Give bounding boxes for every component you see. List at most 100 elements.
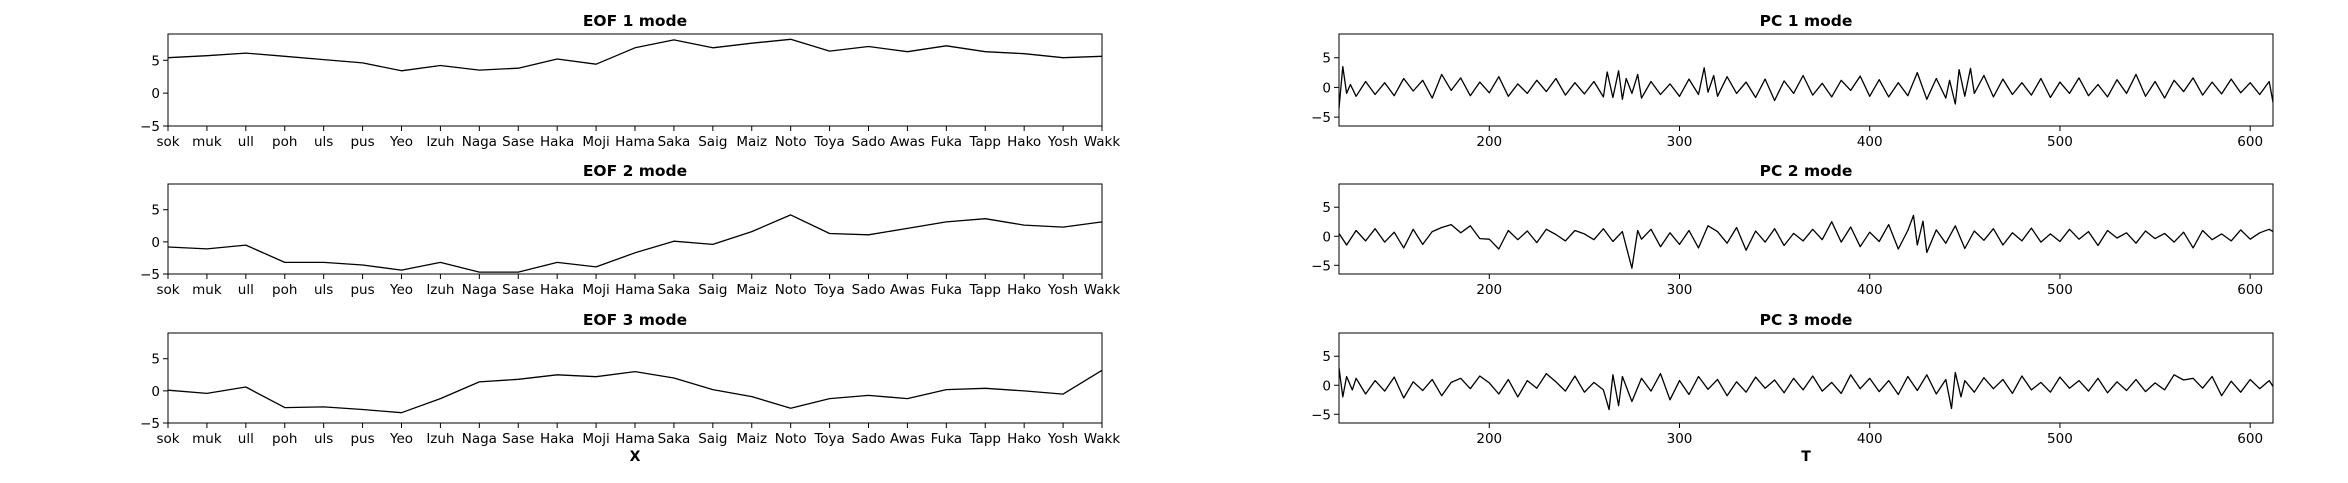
x-axis-label: T xyxy=(1801,449,1811,465)
series-line xyxy=(1338,65,2274,109)
x-tick-label: 300 xyxy=(1667,134,1693,150)
x-tick-label: Izuh xyxy=(426,431,454,447)
x-tick-label: 400 xyxy=(1857,282,1883,298)
x-tick-label: Moji xyxy=(582,431,609,447)
x-tick-label: Saig xyxy=(698,282,727,298)
x-tick-label: Tapp xyxy=(969,431,1001,447)
x-tick-label: 400 xyxy=(1857,431,1883,447)
axes-frame xyxy=(167,183,1103,275)
x-tick-label: sok xyxy=(156,134,179,150)
y-tick-label: 5 xyxy=(1322,51,1331,67)
x-tick-label: Haka xyxy=(540,282,574,298)
x-tick-label: Fuka xyxy=(931,431,962,447)
x-tick-label: muk xyxy=(192,282,222,298)
x-tick-label: 300 xyxy=(1667,282,1693,298)
x-tick-label: Wakk xyxy=(1084,282,1121,298)
x-tick-label: 600 xyxy=(2237,134,2263,150)
x-tick-label: Saig xyxy=(698,431,727,447)
y-tick-label: −5 xyxy=(140,119,160,135)
axes-frame xyxy=(167,33,1103,127)
x-tick-label: Sado xyxy=(852,134,886,150)
x-tick-label: Noto xyxy=(775,282,807,298)
x-tick-label: pus xyxy=(350,282,374,298)
x-tick-label: sok xyxy=(156,431,179,447)
x-tick-label: poh xyxy=(272,134,297,150)
y-tick-label: 5 xyxy=(151,203,160,219)
x-tick-label: Naga xyxy=(462,134,497,150)
x-tick-label: Toya xyxy=(813,282,844,298)
x-tick-label: Hako xyxy=(1007,134,1041,150)
y-tick-label: 5 xyxy=(151,53,160,69)
chart-title: EOF 3 mode xyxy=(583,311,687,329)
x-tick-label: Sado xyxy=(852,282,886,298)
y-tick-label: 5 xyxy=(151,352,160,368)
x-tick-label: Yosh xyxy=(1047,134,1078,150)
x-tick-label: Yeo xyxy=(389,431,413,447)
x-tick-label: ull xyxy=(238,282,254,298)
series-line xyxy=(1338,214,2274,269)
y-tick-label: 0 xyxy=(1322,378,1331,394)
x-tick-label: Awas xyxy=(890,431,925,447)
x-tick-label: poh xyxy=(272,431,297,447)
x-tick-label: sok xyxy=(156,282,179,298)
y-tick-label: 0 xyxy=(1322,80,1331,96)
chart-title: EOF 2 mode xyxy=(583,162,687,180)
y-tick-label: −5 xyxy=(140,267,160,283)
x-tick-label: Maiz xyxy=(736,282,767,298)
axes-frame xyxy=(167,332,1103,424)
y-tick-label: −5 xyxy=(140,416,160,432)
y-tick-label: −5 xyxy=(1311,110,1331,126)
x-tick-label: Izuh xyxy=(426,134,454,150)
chart-title: EOF 1 mode xyxy=(583,12,687,30)
chart-title: PC 2 mode xyxy=(1760,162,1853,180)
x-tick-label: Tapp xyxy=(969,134,1001,150)
x-tick-label: 200 xyxy=(1476,282,1502,298)
y-tick-label: 0 xyxy=(1322,229,1331,245)
y-tick-label: 5 xyxy=(1322,200,1331,216)
x-tick-label: Maiz xyxy=(736,431,767,447)
panel-6: PC 3 mode 5 0 −5 200 300 400 500 600 T xyxy=(1311,311,2274,465)
x-tick-label: Sase xyxy=(502,282,534,298)
panel-5: PC 2 mode 5 0 −5 200 300 400 500 600 xyxy=(1311,162,2274,298)
series-line xyxy=(167,214,1103,273)
x-tick-label: uls xyxy=(314,431,333,447)
x-tick-label: Hama xyxy=(615,282,655,298)
x-tick-label: muk xyxy=(192,134,222,150)
x-tick-label: Noto xyxy=(775,134,807,150)
x-axis-label: X xyxy=(630,449,641,465)
x-tick-label: Hako xyxy=(1007,282,1041,298)
x-tick-label: Naga xyxy=(462,282,497,298)
x-tick-label: Saka xyxy=(658,431,691,447)
x-tick-label: Sado xyxy=(852,431,886,447)
x-tick-label: 500 xyxy=(2047,134,2073,150)
x-tick-label: Toya xyxy=(813,134,844,150)
x-tick-label: 200 xyxy=(1476,431,1502,447)
axes-frame xyxy=(1338,33,2274,127)
x-tick-label: Hama xyxy=(615,134,655,150)
x-tick-label: Tapp xyxy=(969,282,1001,298)
x-tick-label: Wakk xyxy=(1084,431,1121,447)
x-tick-label: 300 xyxy=(1667,431,1693,447)
x-tick-label: Yosh xyxy=(1047,282,1078,298)
x-tick-label: Sase xyxy=(502,431,534,447)
x-tick-label: ull xyxy=(238,134,254,150)
x-tick-label: Saka xyxy=(658,134,691,150)
x-tick-label: Maiz xyxy=(736,134,767,150)
x-tick-label: pus xyxy=(350,431,374,447)
x-tick-label: ull xyxy=(238,431,254,447)
x-tick-label: Izuh xyxy=(426,282,454,298)
x-tick-label: Wakk xyxy=(1084,134,1121,150)
x-tick-label: 200 xyxy=(1476,134,1502,150)
x-tick-label: uls xyxy=(314,282,333,298)
x-tick-label: Awas xyxy=(890,282,925,298)
x-tick-label: Hako xyxy=(1007,431,1041,447)
y-tick-label: −5 xyxy=(1311,407,1331,423)
x-tick-label: Saka xyxy=(658,282,691,298)
series-line xyxy=(1338,367,2274,411)
x-tick-label: Fuka xyxy=(931,282,962,298)
axes-frame xyxy=(1338,332,2274,424)
